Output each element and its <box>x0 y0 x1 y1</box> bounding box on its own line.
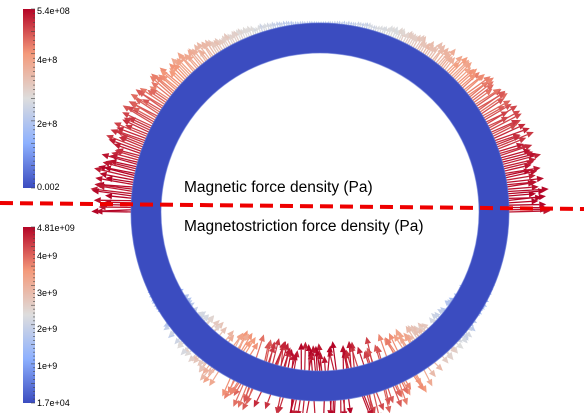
colorbar-magnetic <box>23 8 35 189</box>
colorbar-magnetostriction <box>23 226 35 404</box>
colorbar-magnetostriction-tick-min: 1.7e+04 <box>37 398 70 408</box>
colorbar-magnetic-tick-min: 0.002 <box>37 182 60 192</box>
upper-section-label: Magnetic force density (Pa) <box>184 179 373 196</box>
colorbar-magnetic-tick-2e8: 2e+8 <box>37 119 58 129</box>
colorbar-magnetostriction-tick-1e9: 1e+9 <box>37 361 58 371</box>
stator-ring <box>130 22 510 402</box>
colorbar-magnetostriction-tick-4e9: 4e+9 <box>37 251 58 261</box>
section-divider <box>0 201 584 211</box>
colorbar-magnetostriction-tick-3e9: 3e+9 <box>37 288 58 298</box>
colorbar-magnetostriction-tick-max: 4.81e+09 <box>37 223 75 233</box>
colorbar-magnetic-tick-max: 5.4e+08 <box>37 6 70 16</box>
lower-section-label: Magnetostriction force density (Pa) <box>184 218 424 235</box>
colorbar-magnetostriction-tick-2e9: 2e+9 <box>37 324 58 334</box>
colorbar-magnetic-tick-4e8: 4e+8 <box>37 55 58 65</box>
